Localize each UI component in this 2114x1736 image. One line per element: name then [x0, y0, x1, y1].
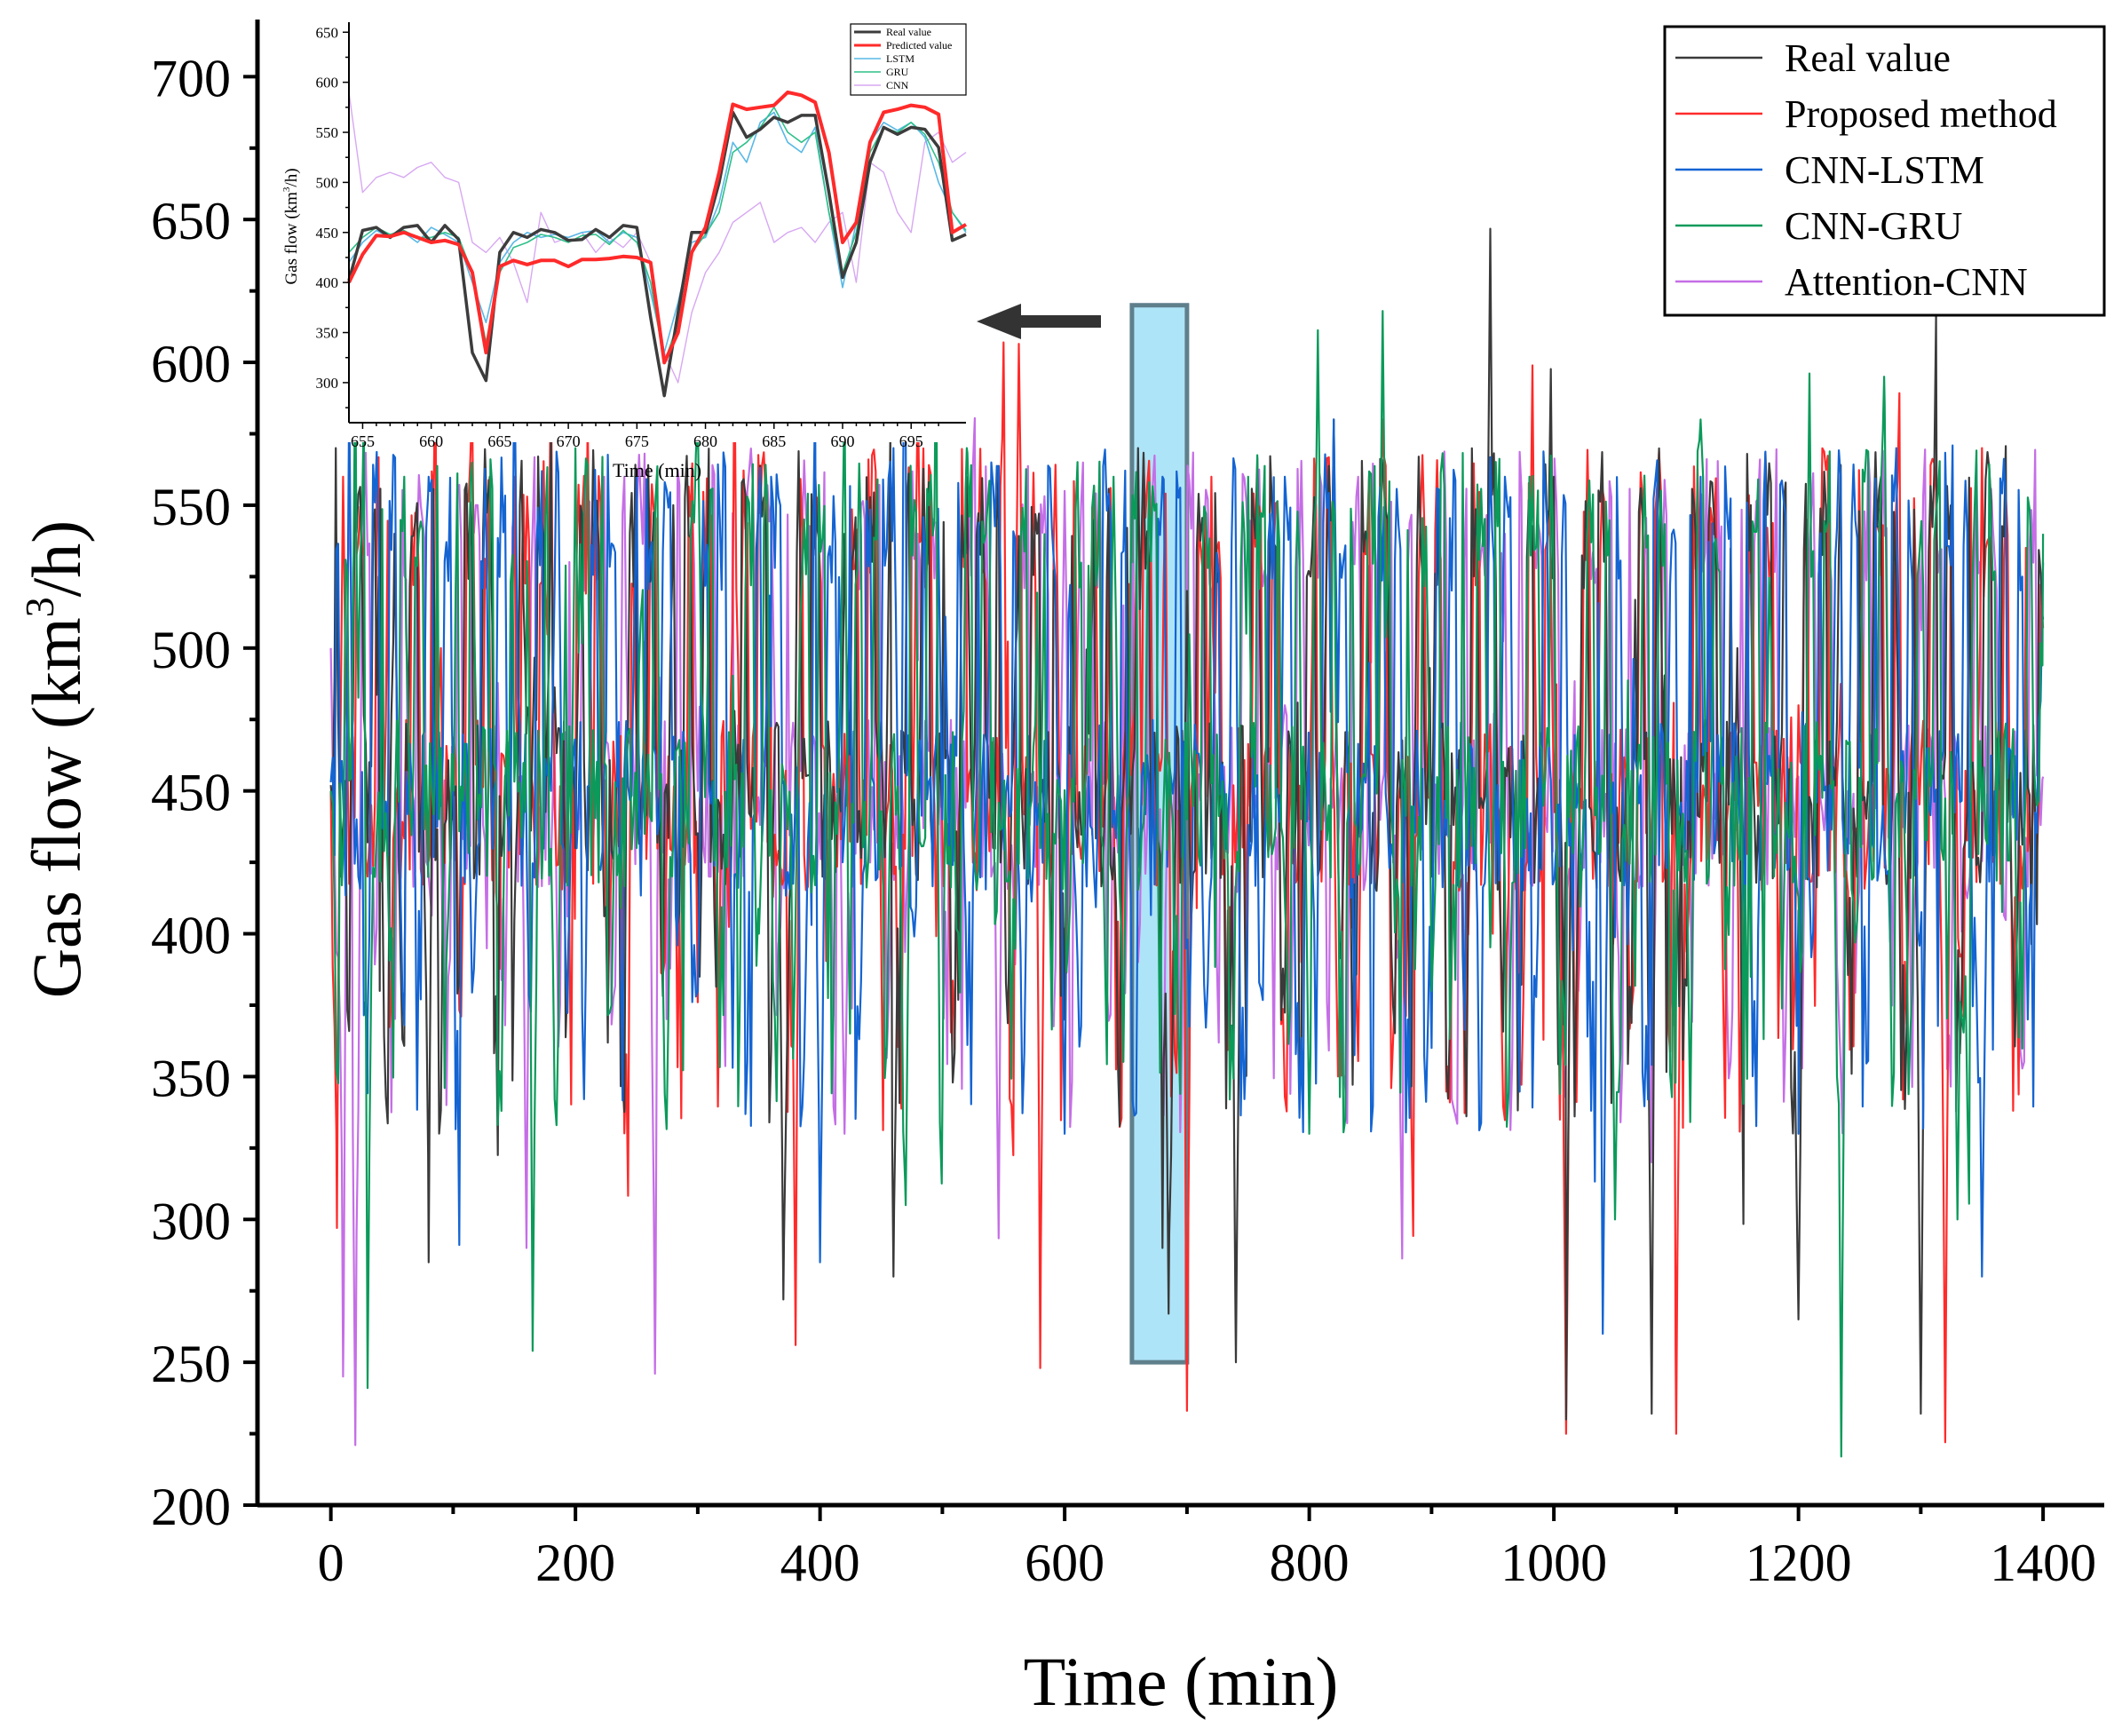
main-series-group: [329, 227, 2045, 1458]
inset-x-axis-label: Time (min): [613, 459, 701, 481]
inset-legend-box: [850, 23, 967, 96]
inset-legend-entry-label: Predicted value: [886, 39, 952, 52]
series-line-cnn-lstm: [329, 242, 2045, 1336]
inset-y-tick-label: 300: [316, 375, 339, 392]
x-tick-label: 1200: [1746, 1534, 1852, 1592]
inset-x-tick-label: 680: [693, 432, 717, 450]
y-tick-label: 250: [151, 1335, 231, 1393]
inset-y-axis-label: Gas flow (km3/h): [281, 168, 301, 284]
inset-axes: 300 350 400 450 500 550 600 650 655 660 665 670 675 6…: [316, 22, 966, 450]
inset-x-tick-label: 675: [625, 432, 649, 450]
y-tick-label: 200: [151, 1478, 231, 1536]
arrow-head: [977, 304, 1021, 339]
y-axis-label: Gas flow (km3/h): [17, 520, 95, 999]
inset-series-line-real-value: [347, 110, 967, 398]
legend: Real value Proposed method CNN-LSTM CNN-GRU…: [1663, 25, 2106, 317]
inset-legend-entry-label: CNN: [886, 79, 909, 91]
legend-entry-label: Real value: [1785, 36, 1951, 80]
inset-chart: 300 350 400 450 500 550 600 650 655 660 665 670 675 6…: [281, 22, 968, 481]
inset-x-tick-label: 670: [557, 432, 581, 450]
y-tick-label: 350: [151, 1049, 231, 1107]
inset-x-tick-label: 655: [351, 432, 375, 450]
inset-y-tick-label: 350: [316, 325, 339, 342]
inset-y-axis-label-superscript: 3: [281, 186, 292, 192]
arrow-icon: [977, 304, 1101, 339]
y-tick-label: 550: [151, 478, 231, 536]
inset-y-axis-label-unit: /h): [282, 168, 301, 186]
legend-entry-label: CNN-LSTM: [1785, 148, 1984, 192]
x-tick-label: 1400: [1990, 1534, 2096, 1592]
x-tick-label: 1000: [1500, 1534, 1607, 1592]
x-tick-label: 600: [1025, 1534, 1105, 1592]
x-tick-label: 0: [318, 1534, 344, 1592]
x-tick-label: 400: [780, 1534, 860, 1592]
legend-box: [1663, 25, 2106, 317]
y-tick-label: 500: [151, 621, 231, 679]
legend-entry-label: CNN-GRU: [1785, 204, 1962, 248]
series-line-cnn-gru: [329, 305, 2045, 1458]
legend-entry-label: Attention-CNN: [1785, 260, 2028, 304]
inset-y-tick-label: 400: [316, 274, 339, 291]
x-axis-label: Time (min): [1024, 1643, 1339, 1720]
inset-series-line-predicted-value: [347, 90, 968, 365]
inset-y-tick-label: 450: [316, 225, 339, 242]
inset-x-tick-label: 690: [831, 432, 855, 450]
inset-y-tick-label: 650: [316, 24, 339, 41]
inset-y-axis-label-text: Gas flow (km: [282, 192, 301, 285]
y-tick-label: 300: [151, 1192, 231, 1250]
y-tick-label: 600: [151, 335, 231, 393]
inset-y-tick-label: 500: [316, 174, 339, 191]
inset-y-tick-label: 600: [316, 75, 339, 91]
inset-x-tick-label: 665: [487, 432, 511, 450]
y-axis-label-unit: /h): [18, 520, 95, 598]
legend-entry-label: Proposed method: [1785, 92, 2057, 136]
inset-legend-entry-label: Real value: [886, 26, 931, 38]
y-axis-label-text: Gas flow (km: [18, 617, 95, 998]
inset-x-tick-label: 695: [899, 432, 923, 450]
y-axis-label-superscript: 3: [17, 597, 62, 617]
y-tick-label: 700: [151, 49, 231, 107]
y-tick-label: 400: [151, 907, 231, 965]
x-tick-label: 800: [1270, 1534, 1350, 1592]
inset-series-group: [347, 90, 968, 398]
y-tick-label: 450: [151, 764, 231, 822]
x-tick-label: 200: [535, 1534, 615, 1592]
inset-x-tick-label: 660: [419, 432, 443, 450]
main-axes: 200 250 300 350 400 450 500 550 600 650 700 0 200 400…: [151, 20, 2104, 1592]
series-line-proposed-method: [329, 341, 2045, 1444]
series-line-real-value: [329, 227, 2045, 1421]
y-tick-label: 650: [151, 192, 231, 250]
inset-x-tick-label: 685: [762, 432, 786, 450]
inset-legend-entry-label: GRU: [886, 66, 909, 78]
inset-y-tick-label: 550: [316, 124, 339, 141]
inset-legend-entry-label: LSTM: [886, 52, 914, 65]
